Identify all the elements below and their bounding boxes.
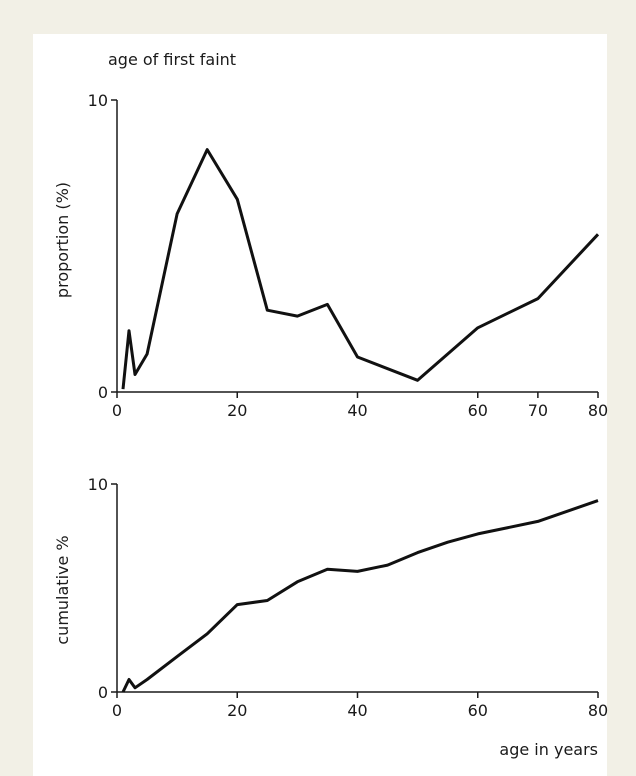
x-tick-label: 20	[227, 701, 247, 720]
x-tick-label: 0	[112, 701, 122, 720]
figure-panel	[33, 34, 607, 776]
y-axis-label: cumulative %	[53, 535, 72, 644]
x-tick-label: 40	[347, 701, 367, 720]
chart-cumulative: cumulative % 0 20 40 60 80 0 10 age in years	[53, 475, 608, 759]
y-tick-label: 10	[88, 475, 108, 494]
x-axis-label: age in years	[499, 740, 598, 759]
x-tick-label: 80	[588, 401, 608, 420]
y-tick-label: 0	[98, 683, 108, 702]
y-axis-label: proportion (%)	[53, 182, 72, 298]
chart-title: age of first faint	[108, 50, 236, 69]
x-tick-label: 0	[112, 401, 122, 420]
x-tick-label: 60	[468, 701, 488, 720]
y-tick-label: 0	[98, 383, 108, 402]
series-line-proportion	[121, 148, 600, 390]
chart-age-of-first-faint: age of first faint proportion (%) 0 20 40 6…	[53, 50, 608, 420]
x-tick-label: 40	[347, 401, 367, 420]
series-line-cumulative	[121, 499, 599, 693]
x-tick-label: 20	[227, 401, 247, 420]
y-tick-label: 10	[88, 91, 108, 110]
x-tick-label: 70	[528, 401, 548, 420]
x-tick-label: 60	[468, 401, 488, 420]
x-tick-label: 80	[588, 701, 608, 720]
